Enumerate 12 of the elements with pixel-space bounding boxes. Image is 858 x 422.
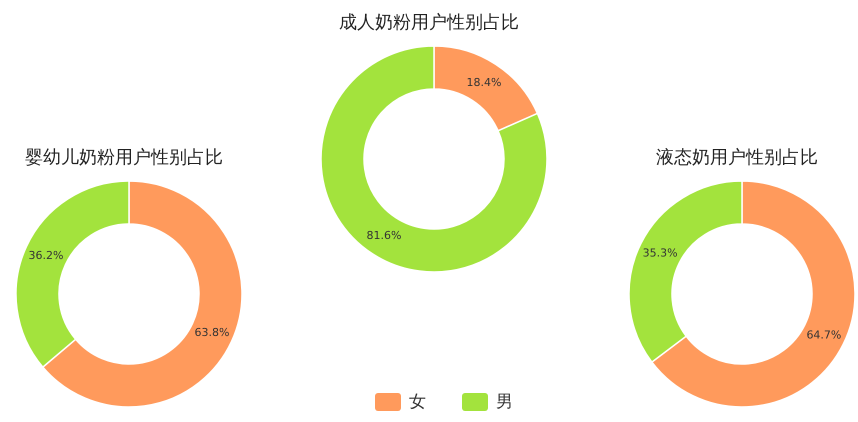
data-label: 18.4% [466,76,502,89]
data-label: 63.8% [194,326,230,339]
data-label: 81.6% [366,229,402,242]
legend-label: 女 [409,391,426,413]
donut-slice [320,45,548,272]
chart-title: 成人奶粉用户性别占比 [338,11,520,35]
chart-title: 液态奶用户性别占比 [655,146,819,170]
data-label: 36.2% [28,249,64,262]
data-label: 64.7% [806,328,842,342]
chart-title: 婴幼儿奶粉用户性别占比 [24,146,224,170]
legend-label: 男 [496,391,513,413]
data-label: 35.3% [642,246,678,260]
